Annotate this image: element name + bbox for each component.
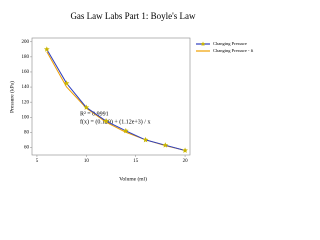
chart: Gas Law Labs Part 1: Boyle's Law Volume … (8, 11, 254, 182)
legend-label: Changing Pressure - fi (213, 48, 254, 53)
annotation: f(x) = (0.129) + (1.12e+3) / x (80, 118, 150, 125)
y-tick-label: 160 (22, 70, 30, 75)
y-tick-label: 120 (22, 100, 30, 105)
chart-title: Gas Law Labs Part 1: Boyle's Law (70, 11, 196, 21)
y-axis-label: Pressure (kPa) (8, 81, 15, 113)
x-axis-label: Volume (ml) (119, 175, 147, 182)
marker (63, 80, 70, 86)
y-tick-label: 80 (24, 130, 30, 135)
legend-label: Changing Pressure (213, 41, 247, 46)
legend-marker (200, 41, 206, 47)
y-tick-label: 100 (22, 115, 30, 120)
y-tick-label: 180 (22, 55, 30, 60)
x-tick-label: 15 (133, 159, 139, 164)
marker (122, 127, 129, 134)
series-line (46, 49, 186, 151)
marker (83, 104, 90, 110)
marker (142, 136, 149, 143)
y-tick-label: 60 (24, 146, 30, 151)
x-tick-label: 20 (183, 159, 189, 164)
marker (43, 46, 50, 52)
x-tick-label: 5 (36, 159, 39, 164)
series-line (46, 51, 186, 151)
y-tick-label: 200 (22, 40, 30, 45)
marker (162, 142, 169, 148)
marker (182, 147, 188, 153)
plot-frame (31, 37, 191, 156)
marker (103, 118, 109, 124)
y-tick-label: 140 (22, 85, 30, 90)
x-tick-label: 10 (84, 159, 90, 164)
